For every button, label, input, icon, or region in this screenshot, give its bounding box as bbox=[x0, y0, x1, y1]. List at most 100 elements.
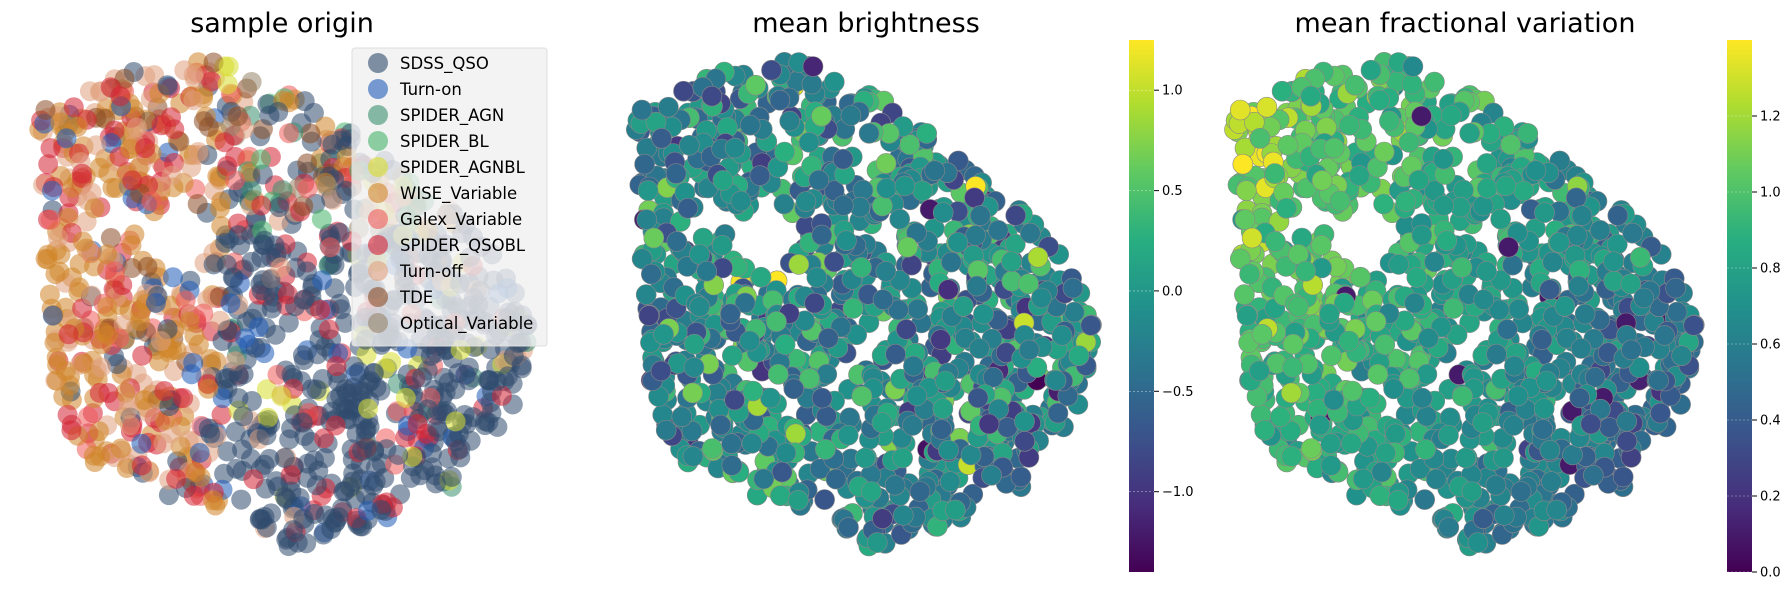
legend-marker bbox=[368, 235, 388, 255]
scatter-point bbox=[89, 382, 110, 403]
scatter-point bbox=[217, 441, 238, 462]
scatter-point bbox=[293, 508, 314, 529]
scatter-point bbox=[231, 489, 252, 510]
scatter-point bbox=[1014, 411, 1035, 432]
scatter-point bbox=[232, 439, 253, 460]
scatter-point bbox=[157, 75, 178, 96]
scatter-point bbox=[1583, 464, 1604, 486]
scatter-point bbox=[220, 293, 241, 314]
scatter-point bbox=[779, 110, 801, 132]
scatter-point bbox=[832, 148, 854, 170]
scatter-point bbox=[795, 191, 817, 212]
scatter-point bbox=[899, 134, 920, 155]
scatter-point bbox=[1241, 227, 1263, 249]
scatter-point bbox=[940, 251, 962, 273]
scatter-point bbox=[721, 345, 743, 366]
scatter-point bbox=[965, 225, 986, 246]
scatter-point bbox=[312, 270, 332, 291]
scatter-point bbox=[808, 169, 830, 191]
colorbar-tick-label: 0.8 bbox=[1760, 262, 1781, 277]
scatter-point bbox=[151, 115, 172, 136]
scatter-point bbox=[1026, 357, 1048, 378]
scatter-point bbox=[1580, 413, 1602, 435]
scatter-point bbox=[173, 388, 194, 408]
scatter-point bbox=[947, 232, 969, 253]
scatter-point bbox=[1236, 180, 1257, 201]
scatter-point bbox=[1570, 338, 1592, 359]
scatter-point bbox=[297, 153, 318, 174]
scatter-point bbox=[677, 198, 699, 219]
scatter-point bbox=[274, 448, 295, 468]
scatter-point bbox=[1607, 205, 1629, 226]
scatter-point bbox=[193, 111, 214, 132]
scatter-point bbox=[1353, 468, 1374, 490]
scatter-point bbox=[816, 405, 837, 427]
scatter-point bbox=[634, 153, 655, 175]
scatter-point bbox=[840, 105, 862, 126]
scatter-point bbox=[281, 481, 302, 502]
panel-title-mean-fractional-variation: mean fractional variation bbox=[1295, 8, 1636, 39]
scatter-point bbox=[1476, 153, 1498, 174]
scatter-point bbox=[640, 263, 662, 285]
scatter-point bbox=[188, 142, 209, 162]
scatter-point bbox=[1415, 439, 1436, 460]
scatter-point bbox=[336, 180, 357, 201]
scatter-point bbox=[832, 195, 854, 216]
scatter-point bbox=[1622, 222, 1643, 244]
scatter-point bbox=[181, 157, 202, 178]
scatter-point bbox=[1232, 153, 1254, 175]
scatter-point bbox=[277, 284, 298, 305]
scatter-point bbox=[278, 312, 299, 333]
scatter-point bbox=[1459, 123, 1480, 144]
legend-marker bbox=[368, 287, 388, 307]
scatter-point bbox=[1236, 305, 1258, 326]
scatter-point bbox=[1271, 80, 1293, 102]
scatter-point bbox=[982, 366, 1004, 388]
legend-label: Optical_Variable bbox=[400, 314, 533, 334]
scatter-point bbox=[445, 431, 466, 452]
legend-label: Turn-off bbox=[399, 262, 463, 281]
scatter-point bbox=[183, 90, 204, 111]
scatter-point bbox=[315, 116, 336, 137]
scatter-point bbox=[637, 180, 659, 201]
scatter-point bbox=[892, 447, 913, 469]
scatter-point bbox=[1424, 251, 1445, 273]
scatter-point bbox=[200, 423, 221, 444]
scatter-point bbox=[944, 499, 966, 521]
scatter-point bbox=[1406, 267, 1428, 288]
scatter-point bbox=[293, 196, 314, 216]
scatter-point bbox=[854, 447, 876, 469]
scatter-point bbox=[1256, 96, 1278, 118]
scatter-point bbox=[251, 195, 272, 216]
scatter-point bbox=[1490, 208, 1511, 230]
scatter-point bbox=[1599, 417, 1620, 438]
scatter-point bbox=[1265, 231, 1286, 252]
scatter-point bbox=[107, 354, 128, 374]
scatter-point bbox=[876, 178, 897, 199]
scatter-point bbox=[745, 74, 767, 96]
scatter-point bbox=[358, 398, 379, 419]
scatter-point bbox=[1472, 195, 1494, 217]
scatter-point bbox=[1323, 389, 1345, 411]
colorbar-tick-label: 0.2 bbox=[1760, 490, 1781, 505]
scatter-point bbox=[901, 254, 922, 276]
scatter-point bbox=[860, 481, 882, 502]
scatter-point bbox=[978, 413, 1000, 435]
legend-label: Galex_Variable bbox=[400, 210, 522, 230]
scatter-point bbox=[689, 296, 710, 318]
scatter-point bbox=[118, 399, 139, 420]
scatter-point bbox=[1433, 148, 1454, 170]
scatter-point bbox=[1416, 405, 1437, 427]
scatter-point bbox=[760, 387, 781, 409]
scatter-point bbox=[53, 386, 74, 407]
scatter-point bbox=[388, 444, 409, 465]
scatter-point bbox=[1533, 398, 1555, 419]
scatter-point bbox=[425, 342, 446, 363]
scatter-point bbox=[1359, 387, 1381, 409]
colorbar-gradient bbox=[1129, 40, 1154, 572]
scatter-point bbox=[924, 160, 946, 181]
scatter-point bbox=[1367, 363, 1389, 385]
scatter-point bbox=[228, 388, 249, 409]
scatter-point bbox=[987, 220, 1009, 241]
scatter-point bbox=[63, 97, 84, 118]
